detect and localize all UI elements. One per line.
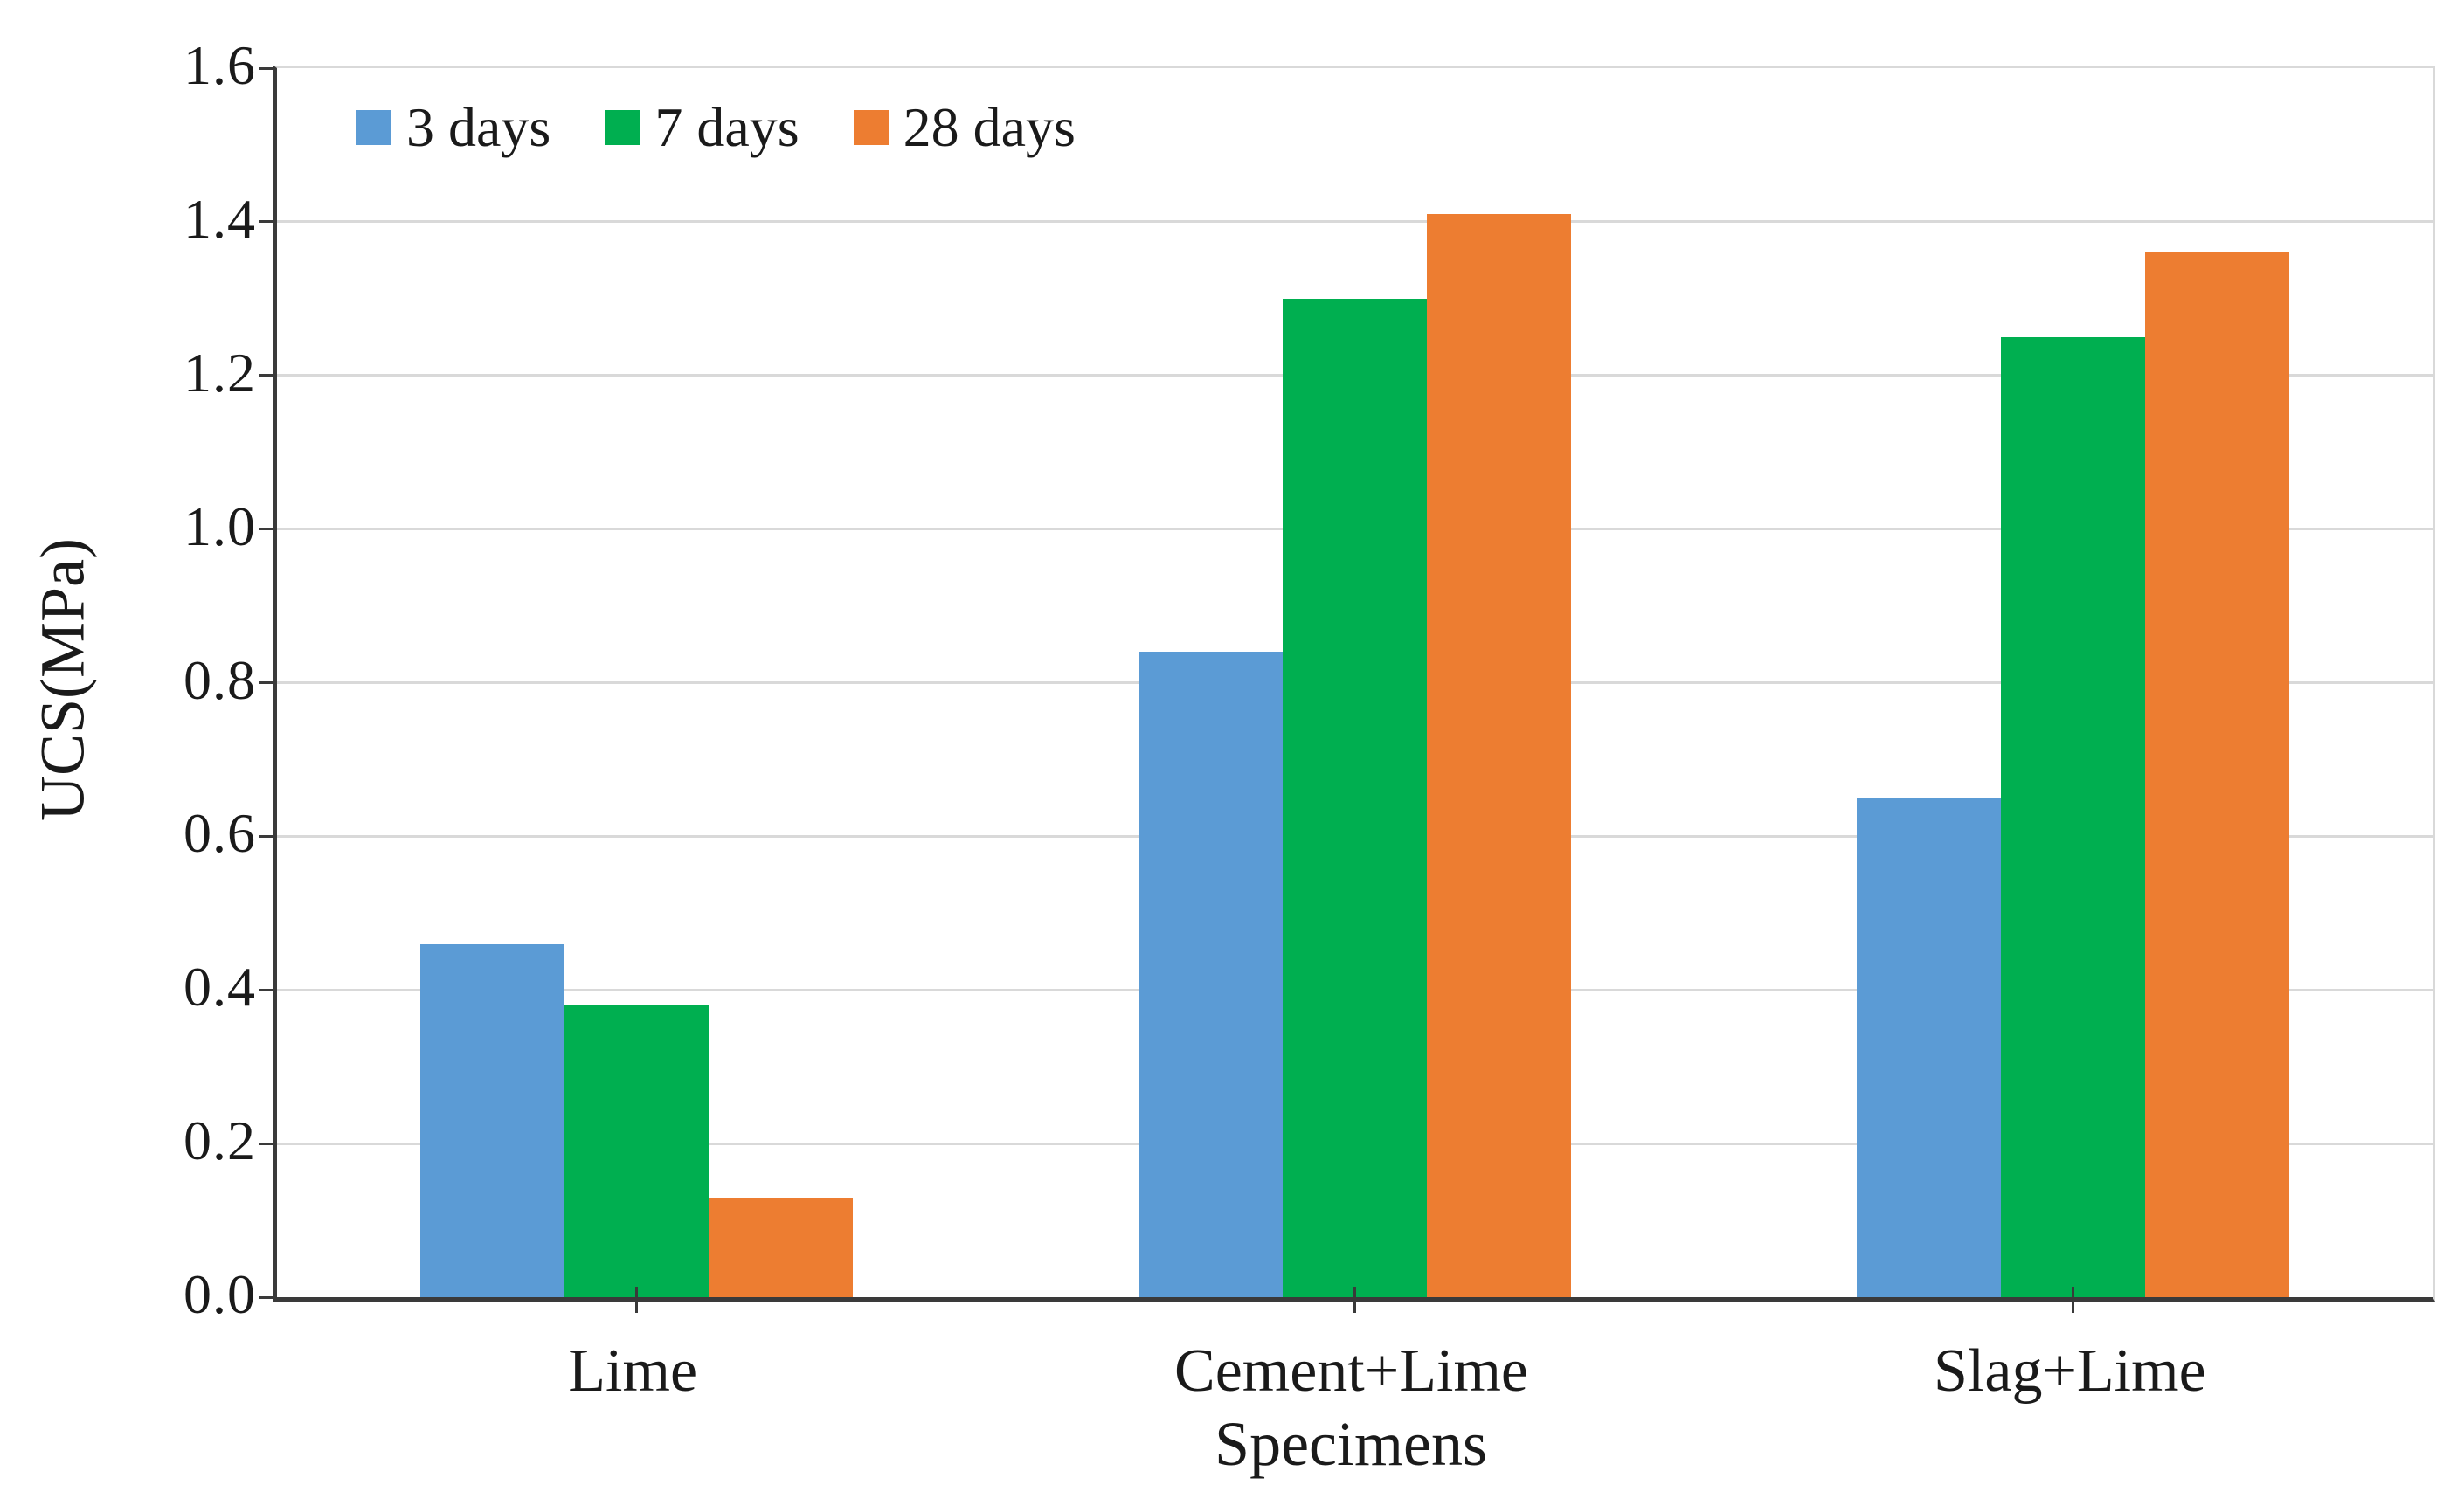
- y-axis-tick: [259, 528, 273, 531]
- bar-3-days-Slag-Lime: [1857, 798, 2002, 1297]
- category-label-Slag-Lime: Slag+Lime: [1934, 1337, 2206, 1405]
- legend: 3 days 7 days 28 days: [356, 100, 1076, 155]
- legend-swatch-icon: [853, 110, 889, 145]
- category-label-Lime: Lime: [568, 1337, 698, 1405]
- y-tick-label-0.6: 0.6: [183, 802, 256, 865]
- y-axis-tick: [259, 220, 273, 224]
- y-tick-label-0.2: 0.2: [183, 1109, 256, 1172]
- y-tick-label-1.2: 1.2: [183, 341, 256, 404]
- legend-swatch-icon: [605, 110, 640, 145]
- bar-7-days-Cement-Lime: [1283, 298, 1427, 1297]
- y-axis-tick: [259, 374, 273, 377]
- y-axis-tick: [259, 66, 273, 70]
- x-axis-tick: [2072, 1287, 2075, 1313]
- legend-item-label: 28 days: [903, 96, 1076, 158]
- legend-swatch-icon: [356, 110, 391, 145]
- y-axis-tick: [259, 681, 273, 684]
- y-axis-tick: [259, 988, 273, 991]
- y-tick-label-1.4: 1.4: [183, 187, 256, 250]
- x-axis-tick: [1353, 1287, 1356, 1313]
- y-tick-label-1.6: 1.6: [183, 34, 256, 96]
- legend-item-7-days: 7 days: [605, 100, 799, 155]
- gridline: [277, 220, 2433, 224]
- bar-3-days-Cement-Lime: [1139, 652, 1283, 1297]
- y-axis-tick: [259, 1295, 273, 1299]
- bar-28-days-Slag-Lime: [2145, 252, 2290, 1297]
- y-tick-label-1.0: 1.0: [183, 494, 256, 557]
- legend-item-label: 3 days: [406, 96, 551, 158]
- y-tick-label-0.0: 0.0: [183, 1263, 256, 1325]
- y-tick-label-0.8: 0.8: [183, 648, 256, 711]
- bar-7-days-Slag-Lime: [2001, 336, 2146, 1297]
- legend-item-label: 7 days: [654, 96, 799, 158]
- legend-item-28-days: 28 days: [853, 96, 1076, 158]
- x-axis-tick: [634, 1287, 638, 1313]
- y-axis-tick: [259, 1142, 273, 1145]
- y-axis-title: UCS(MPa): [27, 537, 98, 822]
- bar-28-days-Cement-Lime: [1427, 214, 1571, 1297]
- plot-area: [259, 66, 2435, 1313]
- y-tick-label-0.4: 0.4: [183, 956, 256, 1019]
- legend-item-3-days: 3 days: [356, 100, 550, 155]
- bar-3-days-Lime: [419, 943, 564, 1297]
- category-label-Cement-Lime: Cement+Lime: [1174, 1337, 1528, 1405]
- bar-28-days-Lime: [708, 1197, 853, 1297]
- x-axis-title: Specimens: [1215, 1409, 1487, 1479]
- bar-7-days-Lime: [564, 1005, 709, 1297]
- y-axis-tick: [259, 834, 273, 838]
